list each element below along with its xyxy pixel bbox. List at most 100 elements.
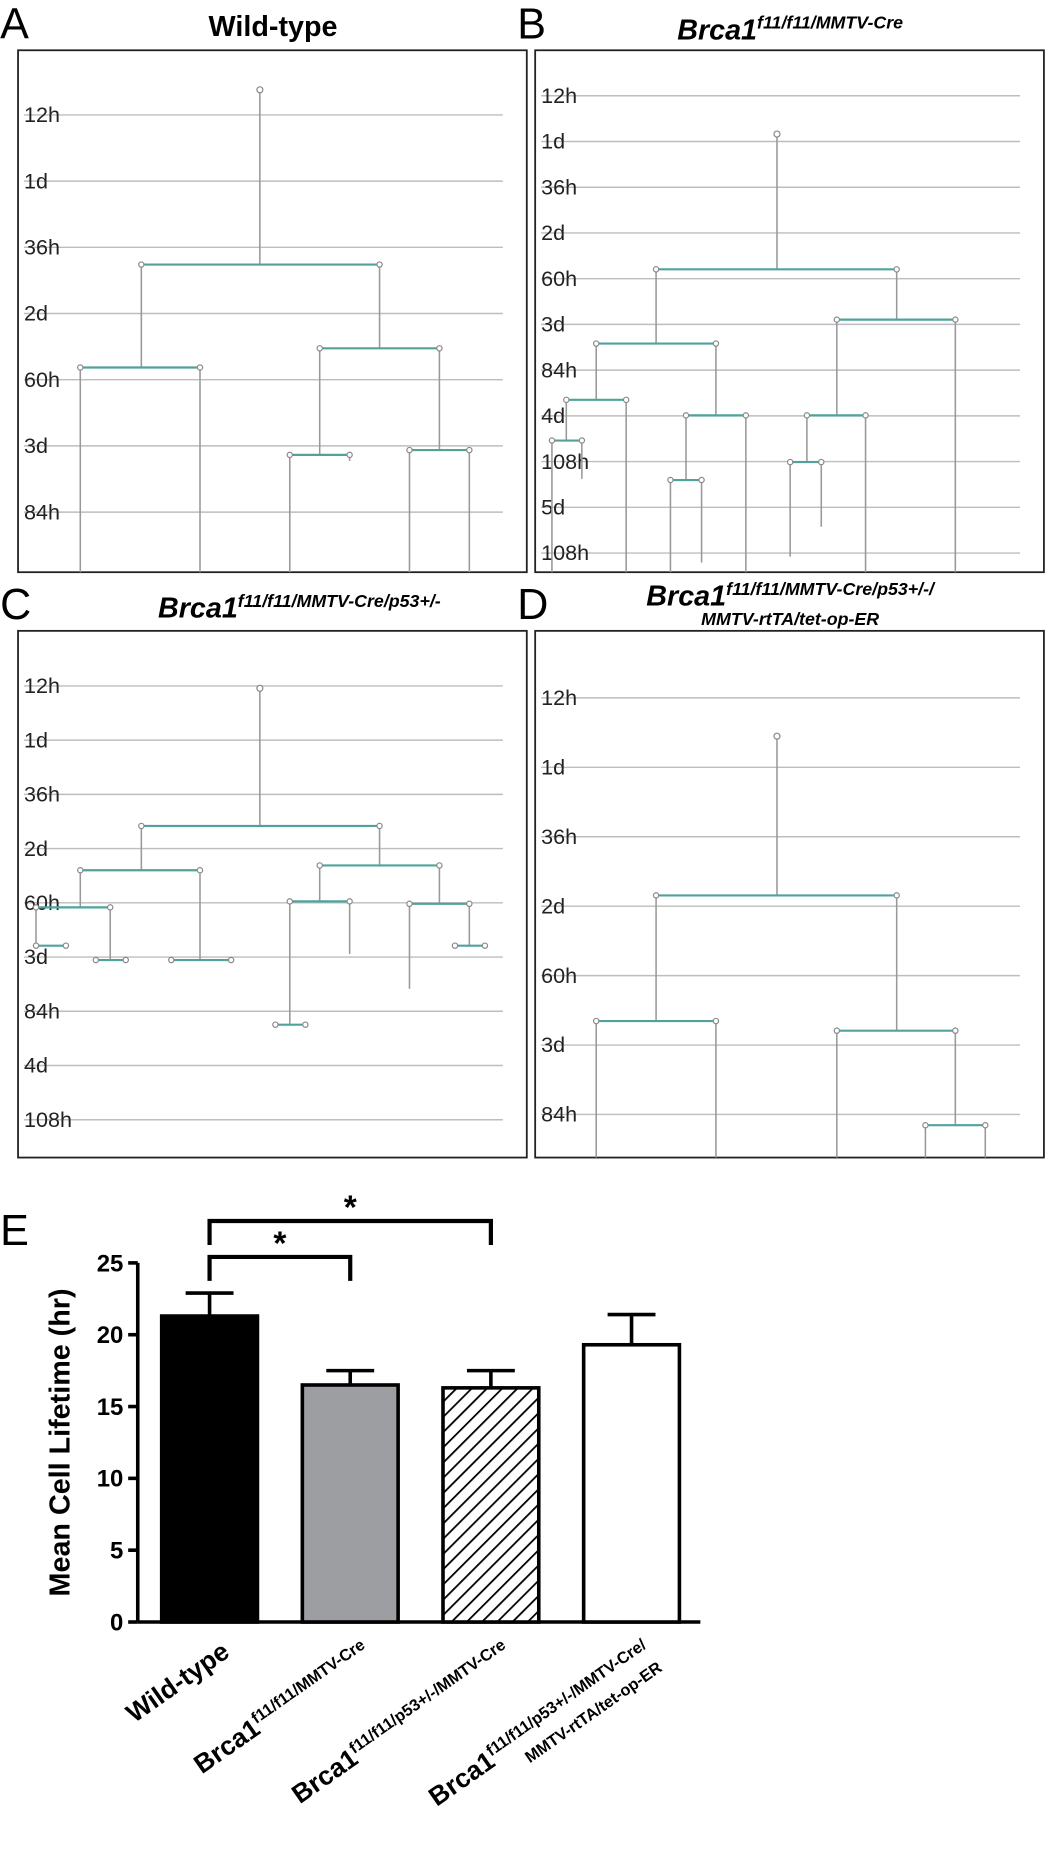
cell-node xyxy=(922,1122,929,1129)
cell-node xyxy=(592,1017,600,1025)
time-label: 84h xyxy=(24,999,60,1023)
cell-node xyxy=(622,396,630,404)
time-label: 12h xyxy=(541,84,577,108)
cell-node xyxy=(712,1017,720,1025)
time-label: 36h xyxy=(541,175,577,199)
time-label: 108h xyxy=(541,450,589,474)
y-tick-label: 25 xyxy=(97,1250,124,1277)
panel-label: C xyxy=(0,581,31,629)
panel-label: E xyxy=(0,1207,29,1255)
time-label: 3d xyxy=(541,1033,565,1057)
cell-node xyxy=(773,732,781,740)
cell-node xyxy=(196,867,204,874)
cell-node xyxy=(893,892,900,899)
time-label: 2d xyxy=(541,894,565,918)
cell-node xyxy=(466,446,473,454)
time-label: 2d xyxy=(24,837,48,861)
cell-node xyxy=(122,956,130,964)
cell-node xyxy=(227,956,235,964)
cell-node xyxy=(982,1122,989,1129)
time-label: 108h xyxy=(541,541,589,565)
time-label: 84h xyxy=(541,358,577,382)
y-tick-label: 5 xyxy=(110,1538,123,1565)
time-label: 60h xyxy=(24,891,60,915)
cell-node xyxy=(803,412,811,419)
cell-node xyxy=(451,942,459,949)
cell-node xyxy=(682,412,690,419)
cell-node xyxy=(32,942,40,949)
time-label: 60h xyxy=(541,964,577,988)
cell-node xyxy=(578,437,586,444)
time-label: 36h xyxy=(541,825,577,849)
time-label: 1d xyxy=(541,130,565,154)
cell-node xyxy=(786,458,794,466)
cell-node xyxy=(466,900,473,908)
y-axis-title: Mean Cell Lifetime (hr) xyxy=(45,1288,77,1596)
panel-title: Brca1f11/f11/MMTV-Cre xyxy=(677,13,903,47)
bar xyxy=(441,1386,541,1624)
time-label: 12h xyxy=(541,686,577,710)
cell-node xyxy=(773,130,781,138)
cell-node xyxy=(742,412,750,419)
significance-label: * xyxy=(273,1226,286,1263)
cell-node xyxy=(346,898,353,905)
panel-title-base: Wild-type xyxy=(209,11,338,43)
panel-title: Brca1f11/f11/MMTV-Cre/p53+/- xyxy=(158,591,441,625)
x-tick-label-sup: f11/f11/MMTV-Cre xyxy=(248,1636,368,1728)
panel-title: Brca1f11/f11/MMTV-Cre/p53+/-/ MMTV-rtTA/t… xyxy=(646,579,936,629)
cell-node xyxy=(302,1021,309,1028)
panel-frame xyxy=(17,49,528,574)
cell-node xyxy=(862,412,869,419)
cell-node xyxy=(563,396,570,404)
cell-node xyxy=(286,451,294,459)
cell-node xyxy=(62,942,70,949)
cell-node xyxy=(698,476,705,484)
cell-node xyxy=(833,1027,841,1034)
bar xyxy=(159,1314,260,1624)
panel-title-base: Brca1 xyxy=(646,581,726,613)
time-label: 36h xyxy=(24,783,60,807)
time-label: 12h xyxy=(24,674,60,698)
time-label: 108h xyxy=(24,1108,72,1132)
panel-title-sup: f11/f11/MMTV-Cre/p53+/- xyxy=(238,591,441,611)
cell-node xyxy=(652,266,660,273)
cell-node xyxy=(436,862,443,869)
panel-label: A xyxy=(0,0,29,48)
time-label: 1d xyxy=(541,755,565,779)
cell-node xyxy=(436,345,443,352)
time-label: 4d xyxy=(24,1054,48,1078)
cell-node xyxy=(548,437,556,444)
cell-node xyxy=(77,867,84,874)
panel-title-line2: MMTV-rtTA/tet-op-ER xyxy=(701,609,879,629)
cell-node xyxy=(316,862,323,869)
cell-node xyxy=(138,261,145,268)
cell-node xyxy=(592,340,600,347)
panel-title-base: Brca1 xyxy=(158,593,238,625)
time-label: 60h xyxy=(24,368,60,392)
time-label: 2d xyxy=(541,221,565,245)
cell-node xyxy=(256,684,264,692)
cell-node xyxy=(256,86,264,94)
time-label: 36h xyxy=(24,235,60,259)
time-label: 3d xyxy=(24,945,48,969)
time-label: 5d xyxy=(541,495,565,519)
significance-bracket xyxy=(207,1218,493,1245)
time-label: 84h xyxy=(24,500,60,524)
cell-node xyxy=(32,904,40,911)
cell-node xyxy=(376,261,383,268)
x-tick-label: Wild-type xyxy=(121,1636,235,1728)
time-label: 1d xyxy=(24,169,48,193)
cell-node xyxy=(406,900,413,908)
cell-node xyxy=(168,956,175,964)
significance-bracket xyxy=(207,1254,353,1281)
cell-node xyxy=(833,316,841,323)
time-label: 12h xyxy=(24,103,60,127)
cell-node xyxy=(406,446,413,454)
panel-label: D xyxy=(517,581,548,629)
cell-node xyxy=(712,340,720,347)
y-tick-label: 20 xyxy=(97,1322,124,1349)
cell-node xyxy=(316,345,323,352)
panel-frame xyxy=(534,629,1045,1159)
time-label: 1d xyxy=(24,728,48,752)
